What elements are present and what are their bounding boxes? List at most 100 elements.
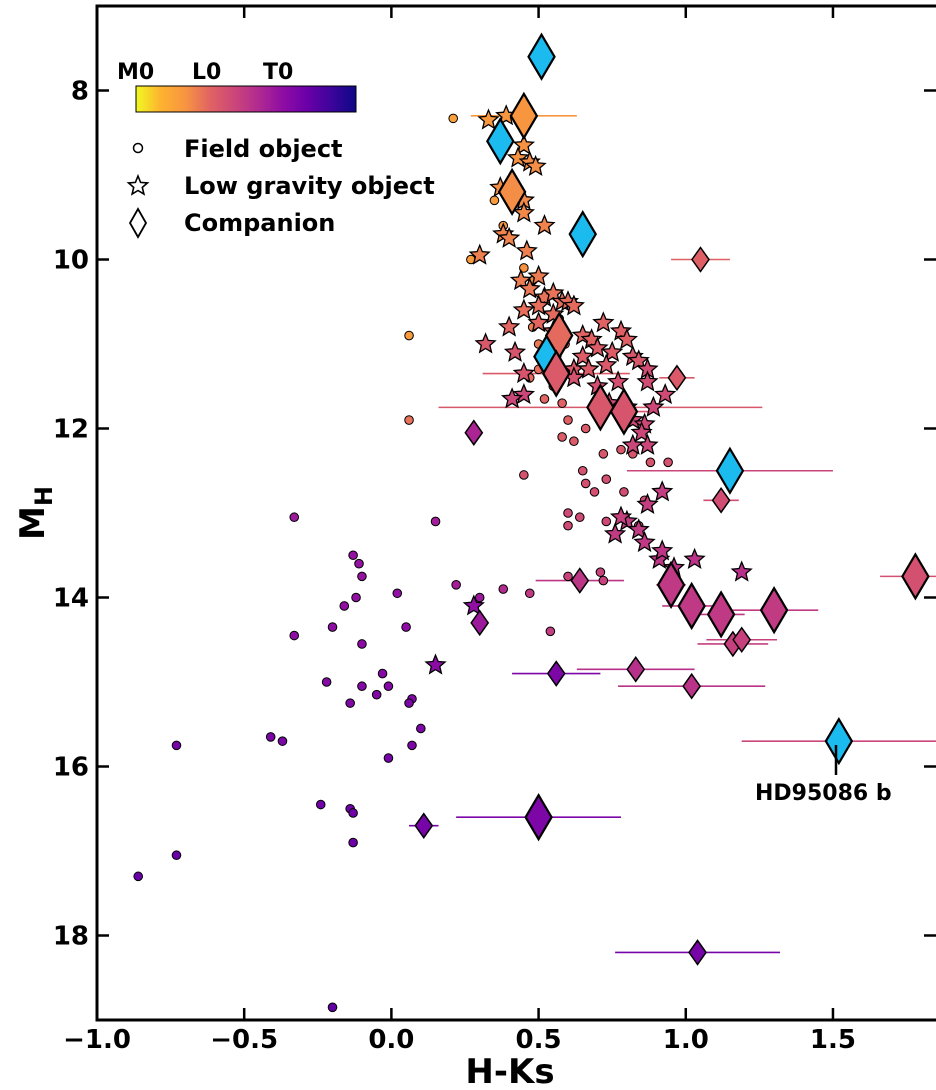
field-object-point: [289, 512, 300, 523]
field-object-point: [563, 508, 573, 518]
field-object-point: [498, 584, 509, 594]
low-gravity-point: [621, 433, 644, 455]
low-gravity-point: [462, 594, 485, 616]
field-object-point: [321, 677, 332, 687]
field-object-point: [598, 575, 609, 586]
companion-point: [570, 567, 590, 594]
companion-point: [546, 660, 566, 687]
low-gravity-point: [468, 243, 491, 265]
field-object-point: [348, 837, 358, 848]
field-object-point: [601, 474, 612, 485]
field-object-point: [383, 681, 394, 692]
field-object-point: [265, 732, 276, 742]
low-gravity-point: [512, 133, 536, 155]
field-object-point: [598, 449, 609, 459]
companion-point: [759, 586, 789, 635]
colorbar: [135, 85, 357, 113]
x-tick-label: −1.0: [63, 1025, 131, 1055]
x-tick-label: 1.0: [663, 1025, 709, 1055]
low-gravity-point: [609, 505, 633, 527]
companion-point: [691, 246, 710, 273]
field-object-point: [401, 622, 411, 632]
field-object-point: [557, 432, 567, 442]
low-gravity-point: [542, 281, 565, 303]
field-object-point: [354, 558, 364, 569]
field-object-point: [563, 571, 573, 582]
low-gravity-point: [651, 480, 674, 502]
errorbar-layer: [409, 115, 936, 954]
field-object-point: [404, 330, 414, 341]
colorbar-label-l0: L0: [192, 60, 221, 85]
field-object-layer: [133, 113, 673, 1013]
companion-point: [682, 672, 702, 700]
companion-point: [470, 609, 490, 637]
field-object-point: [663, 457, 673, 468]
companion-point: [706, 590, 736, 639]
companion-point: [609, 387, 639, 436]
field-object-point: [315, 799, 326, 810]
field-object-point: [377, 668, 388, 679]
field-object-point: [416, 723, 426, 734]
field-object-point: [357, 639, 367, 649]
companion-point: [509, 91, 539, 141]
low-gravity-point: [497, 226, 521, 248]
low-gravity-point: [595, 353, 618, 375]
low-gravity-point: [730, 560, 753, 582]
field-object-point: [404, 698, 414, 708]
low-gravity-point: [477, 108, 500, 130]
legend-star-icon: [126, 173, 150, 196]
field-object-point: [133, 871, 144, 882]
low-gravity-point: [497, 315, 521, 337]
companion-point: [541, 349, 571, 398]
low-gravity-point: [627, 349, 650, 371]
low-gravity-point: [606, 370, 630, 392]
field-object-point: [171, 740, 182, 751]
field-object-point: [339, 601, 350, 611]
low-gravity-point: [651, 539, 674, 561]
low-gravity-point: [524, 154, 547, 176]
companion-point: [497, 167, 527, 217]
annotation-label: HD95086 b: [755, 781, 892, 806]
field-object-point: [407, 740, 417, 751]
low-gravity-point: [601, 340, 624, 362]
low-gravity-point: [627, 518, 650, 540]
field-object-point: [451, 580, 461, 590]
colorbar-label-m0: M0: [117, 60, 154, 85]
field-object-point: [348, 808, 358, 818]
low-gravity-point: [562, 294, 585, 316]
highlighted-companion-point: [486, 117, 515, 166]
low-gravity-point: [474, 332, 497, 354]
low-gravity-point: [654, 383, 677, 405]
field-object-point: [616, 444, 626, 455]
field-object-point: [545, 626, 556, 637]
field-object-point: [448, 113, 459, 124]
low-gravity-point: [512, 383, 536, 405]
field-object-point: [348, 550, 358, 561]
svg-text:MH: MH: [13, 486, 58, 540]
companion-layer: [414, 32, 930, 966]
legend-label-low-gravity: Low gravity object: [184, 172, 435, 200]
field-object-point: [371, 689, 382, 700]
y-axis-label-sub: H: [30, 486, 58, 506]
low-gravity-point: [571, 345, 594, 367]
field-object-point: [489, 195, 500, 206]
x-tick-label: 1.5: [810, 1025, 856, 1055]
companion-point: [711, 487, 731, 514]
low-gravity-point: [577, 357, 600, 379]
field-object-point: [569, 436, 579, 446]
field-object-point: [563, 520, 573, 531]
low-gravity-point: [500, 387, 524, 409]
field-object-point: [171, 850, 182, 861]
low-gravity-point: [512, 298, 536, 320]
field-object-point: [580, 478, 591, 489]
field-object-point: [601, 516, 612, 527]
field-object-point: [595, 567, 606, 577]
low-gravity-point: [509, 268, 533, 291]
legend-label-field: Field object: [184, 135, 343, 163]
legend-diamond-icon: [128, 207, 148, 239]
field-object-point: [327, 1002, 338, 1013]
field-object-point: [392, 588, 403, 599]
highlighted-companion-point: [527, 32, 556, 81]
low-gravity-point: [518, 277, 541, 299]
